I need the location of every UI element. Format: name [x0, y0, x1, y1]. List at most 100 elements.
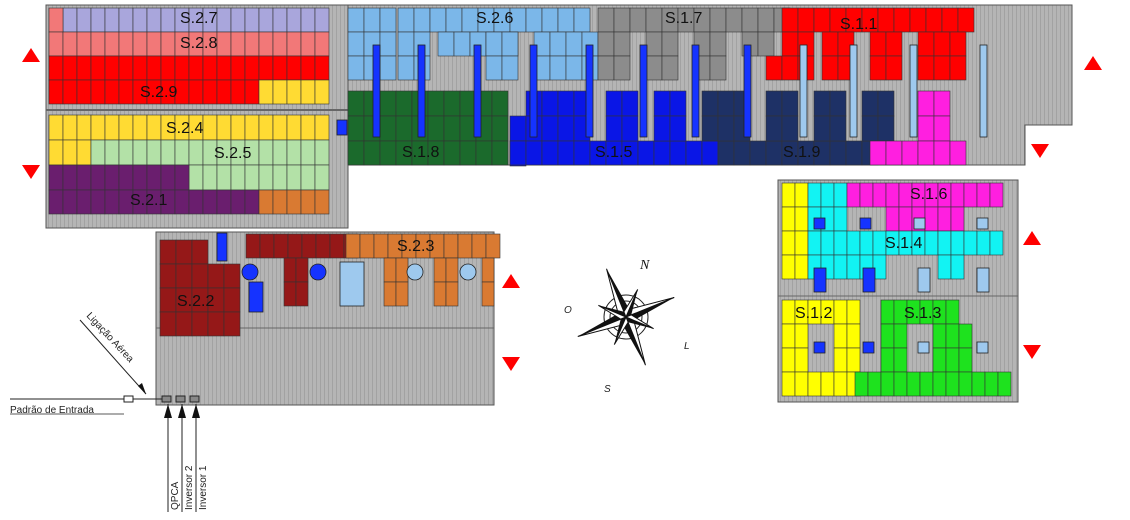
panel-s-2-6	[379, 31, 397, 57]
panel-s-2-5	[314, 164, 330, 191]
panel-s-1-1	[781, 31, 799, 57]
panel-s-1-7	[725, 7, 743, 33]
panel-s-1-6	[885, 140, 903, 166]
panel-s-1-6	[933, 90, 951, 117]
panel-s-2-5	[258, 164, 274, 191]
panel-s-2-4	[62, 139, 78, 166]
panel-s-1-4	[833, 206, 848, 232]
panel-s-2-4	[104, 114, 120, 141]
roof-skylight	[862, 341, 875, 354]
panel-s-2-2	[295, 257, 309, 283]
panel-s-1-4	[859, 230, 874, 256]
panel-s-2-6	[501, 55, 519, 81]
roof-skylight	[336, 119, 348, 136]
panel-s-2-9	[188, 79, 204, 105]
panel-s-2-6	[379, 55, 397, 81]
panel-s-2-7	[244, 7, 260, 33]
panel-s-1-6	[917, 115, 935, 142]
panel-s-1-4	[807, 182, 822, 208]
roof-vent	[406, 263, 424, 281]
panel-s-2-3	[359, 233, 375, 259]
string-label-s-2-9: S.2.9	[140, 84, 177, 101]
panel-s-2-3	[471, 233, 487, 259]
panel-s-2-9	[230, 79, 246, 105]
panel-s-1-4	[937, 254, 952, 280]
panel-s-2-8	[146, 31, 162, 57]
panel-s-2-5	[244, 164, 260, 191]
panel-s-2-9	[202, 79, 218, 105]
panel-s-1-4	[989, 230, 1004, 256]
panel-s-1-5	[541, 90, 559, 117]
panel-s-1-8	[379, 140, 397, 166]
panel-s-1-1	[869, 55, 887, 81]
panel-s-1-9	[813, 90, 831, 117]
panel-s-2-9	[272, 55, 288, 81]
panel-s-1-3	[971, 371, 986, 397]
panel-s-1-3	[893, 371, 908, 397]
panel-s-1-2	[794, 371, 809, 397]
panel-s-2-1	[230, 189, 246, 215]
panel-s-1-5	[509, 140, 527, 166]
panel-s-2-2	[159, 311, 177, 337]
panel-s-1-2	[794, 182, 809, 208]
panel-s-1-6	[976, 182, 991, 208]
panel-s-2-9	[146, 55, 162, 81]
panel-s-2-1	[62, 189, 78, 215]
panel-s-1-6	[963, 182, 978, 208]
panel-s-2-6	[485, 31, 503, 57]
panel-s-1-6	[989, 182, 1004, 208]
panel-s-1-1	[933, 55, 951, 81]
panel-s-1-1	[877, 7, 895, 33]
panel-s-2-3	[457, 233, 473, 259]
panel-s-1-3	[997, 371, 1012, 397]
panel-s-2-2	[245, 233, 261, 259]
panel-s-1-9	[861, 90, 879, 117]
panel-s-1-6	[898, 206, 913, 232]
panel-s-2-7	[230, 7, 246, 33]
roof-skylight	[813, 217, 826, 230]
roof-vent	[309, 263, 327, 281]
panel-s-1-4	[976, 230, 991, 256]
panel-s-2-5	[160, 139, 176, 166]
panel-s-1-4	[950, 230, 965, 256]
panel-s-2-2	[223, 263, 241, 289]
panel-s-1-3	[945, 299, 960, 325]
panel-s-1-5	[621, 90, 639, 117]
panel-s-1-6	[917, 140, 935, 166]
panel-s-2-6	[541, 7, 559, 33]
panel-s-2-9	[76, 55, 92, 81]
panel-s-1-9	[717, 115, 735, 142]
panel-s-1-3	[880, 347, 895, 373]
panel-s-1-6	[949, 140, 967, 166]
panel-s-2-9	[202, 55, 218, 81]
panel-s-2-4	[272, 79, 288, 105]
string-labels: S.2.7 S.2.8 S.2.9 S.2.4 S.2.5 S.2.1 S.2.6 S.1.7…	[130, 10, 947, 322]
roof-skylight	[691, 44, 700, 138]
panel-s-1-5	[621, 115, 639, 142]
panel-s-2-1	[118, 164, 134, 191]
compass-rose: N S L O	[564, 258, 690, 395]
panel-s-2-5	[314, 139, 330, 166]
panel-s-2-9	[244, 55, 260, 81]
panel-s-2-4	[216, 114, 232, 141]
panel-s-1-7	[661, 55, 679, 81]
panel-s-1-1	[917, 55, 935, 81]
panel-s-2-3	[443, 233, 459, 259]
panel-s-1-2	[781, 254, 796, 280]
panel-s-1-9	[845, 140, 863, 166]
panel-s-1-9	[781, 90, 799, 117]
panel-s-1-1	[917, 31, 935, 57]
panel-s-1-5	[669, 90, 687, 117]
panel-s-1-4	[846, 230, 861, 256]
panel-s-1-5	[653, 140, 671, 166]
panel-s-1-7	[629, 7, 647, 33]
panel-s-1-4	[950, 254, 965, 280]
panel-s-1-6	[950, 206, 965, 232]
roof-vent	[241, 263, 259, 281]
panel-s-1-8	[459, 140, 477, 166]
panel-s-2-4	[286, 114, 302, 141]
panel-s-2-1	[104, 164, 120, 191]
panel-s-2-5	[230, 164, 246, 191]
panel-s-2-1	[132, 164, 148, 191]
panel-s-1-5	[605, 115, 623, 142]
